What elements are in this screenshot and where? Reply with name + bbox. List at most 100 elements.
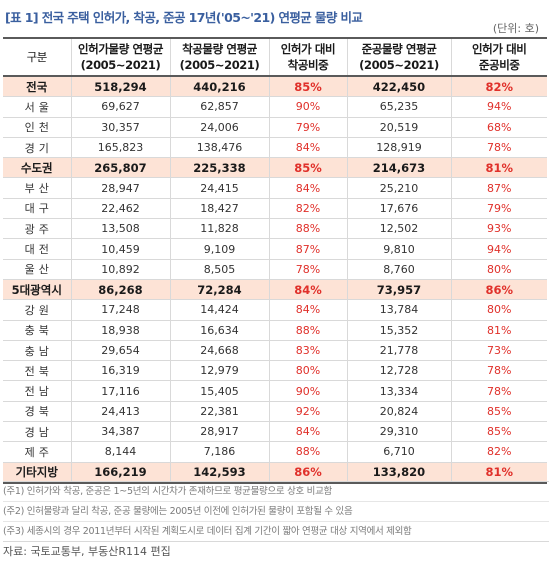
complete-ratio-cell: 78% bbox=[451, 137, 547, 159]
table-row: 부산 28,947 24,415 84% 25,210 87% bbox=[3, 177, 547, 199]
start-ratio-cell: 83% bbox=[269, 340, 348, 362]
table-row: 전남 17,116 15,405 90% 13,334 78% bbox=[3, 380, 547, 402]
region-cell: 서울 bbox=[3, 96, 72, 118]
region-cell: 전남 bbox=[3, 380, 72, 402]
table-row: 강원 17,248 14,424 84% 13,784 80% bbox=[3, 299, 547, 321]
start-ratio-cell: 88% bbox=[269, 441, 348, 463]
complete-ratio-cell: 94% bbox=[451, 96, 547, 118]
header-start-line2: (2005~2021) bbox=[179, 58, 260, 72]
complete-ratio-cell: 86% bbox=[451, 279, 547, 301]
start-cell: 7,186 bbox=[170, 441, 270, 463]
complete-cell: 422,450 bbox=[347, 76, 452, 98]
header-start: 착공물량 연평균 (2005~2021) bbox=[170, 37, 270, 77]
start-ratio-cell: 84% bbox=[269, 279, 348, 301]
complete-ratio-cell: 81% bbox=[451, 157, 547, 179]
region-cell: 5대광역시 bbox=[3, 279, 72, 301]
start-cell: 18,427 bbox=[170, 198, 270, 220]
header-start-ratio-line2: 착공비중 bbox=[287, 58, 329, 72]
permit-cell: 518,294 bbox=[71, 76, 171, 98]
start-cell: 62,857 bbox=[170, 96, 270, 118]
permit-cell: 69,627 bbox=[71, 96, 171, 118]
complete-cell: 15,352 bbox=[347, 320, 452, 341]
start-ratio-cell: 79% bbox=[269, 117, 348, 138]
table-row: 울산 10,892 8,505 78% 8,760 80% bbox=[3, 259, 547, 280]
header-permit: 인허가물량 연평균 (2005~2021) bbox=[71, 37, 171, 77]
header-start-ratio: 인허가 대비 착공비중 bbox=[269, 37, 348, 77]
permit-cell: 28,947 bbox=[71, 177, 171, 199]
start-ratio-cell: 84% bbox=[269, 421, 348, 443]
start-ratio-cell: 84% bbox=[269, 137, 348, 159]
header-category: 구분 bbox=[3, 37, 72, 77]
complete-cell: 65,235 bbox=[347, 96, 452, 118]
start-ratio-cell: 90% bbox=[269, 96, 348, 118]
start-cell: 22,381 bbox=[170, 401, 270, 423]
table-row: 인천 30,357 24,006 79% 20,519 68% bbox=[3, 117, 547, 138]
complete-ratio-cell: 87% bbox=[451, 177, 547, 199]
region-cell: 충남 bbox=[3, 340, 72, 362]
permit-cell: 8,144 bbox=[71, 441, 171, 463]
table-row-total: 5대광역시 86,268 72,284 84% 73,957 86% bbox=[3, 279, 547, 301]
permit-cell: 17,248 bbox=[71, 299, 171, 321]
complete-ratio-cell: 85% bbox=[451, 401, 547, 423]
start-ratio-cell: 85% bbox=[269, 157, 348, 179]
header-start-ratio-line1: 인허가 대비 bbox=[280, 42, 336, 56]
complete-cell: 73,957 bbox=[347, 279, 452, 301]
start-cell: 142,593 bbox=[170, 462, 270, 484]
start-ratio-cell: 92% bbox=[269, 401, 348, 423]
complete-ratio-cell: 81% bbox=[451, 320, 547, 341]
table-header-row: 구분 인허가물량 연평균 (2005~2021) 착공물량 연평균 (2005~… bbox=[3, 37, 547, 77]
region-cell: 대구 bbox=[3, 198, 72, 220]
start-ratio-cell: 90% bbox=[269, 380, 348, 402]
complete-ratio-cell: 81% bbox=[451, 462, 547, 484]
complete-ratio-cell: 82% bbox=[451, 76, 547, 98]
start-ratio-cell: 86% bbox=[269, 462, 348, 484]
table-row: 경남 34,387 28,917 84% 29,310 85% bbox=[3, 421, 547, 443]
header-permit-line1: 인허가물량 연평균 bbox=[77, 42, 164, 56]
unit-label: (단위: 호) bbox=[492, 22, 539, 35]
permit-cell: 29,654 bbox=[71, 340, 171, 362]
complete-cell: 6,710 bbox=[347, 441, 452, 463]
footnote-1: (주1) 인허가와 착공, 준공은 1~5년의 시간차가 존재하므로 평균물량으… bbox=[3, 481, 549, 501]
start-cell: 28,917 bbox=[170, 421, 270, 443]
complete-cell: 12,502 bbox=[347, 218, 452, 240]
start-cell: 11,828 bbox=[170, 218, 270, 240]
header-complete-ratio-line1: 인허가 대비 bbox=[471, 42, 527, 56]
complete-cell: 13,334 bbox=[347, 380, 452, 402]
start-cell: 440,216 bbox=[170, 76, 270, 98]
header-complete-ratio-line2: 준공비중 bbox=[478, 58, 520, 72]
region-cell: 수도권 bbox=[3, 157, 72, 179]
complete-ratio-cell: 73% bbox=[451, 340, 547, 362]
header-permit-line2: (2005~2021) bbox=[80, 58, 161, 72]
complete-ratio-cell: 80% bbox=[451, 299, 547, 321]
start-ratio-cell: 82% bbox=[269, 198, 348, 220]
start-cell: 9,109 bbox=[170, 238, 270, 260]
table-row: 광주 13,508 11,828 88% 12,502 93% bbox=[3, 218, 547, 240]
complete-ratio-cell: 78% bbox=[451, 360, 547, 382]
permit-cell: 13,508 bbox=[71, 218, 171, 240]
permit-cell: 24,413 bbox=[71, 401, 171, 423]
footnote-3: (주3) 세종시의 경우 2011년부터 시작된 계획도시로 데이터 집계 기간… bbox=[3, 521, 549, 541]
start-ratio-cell: 80% bbox=[269, 360, 348, 382]
start-ratio-cell: 88% bbox=[269, 320, 348, 341]
complete-ratio-cell: 78% bbox=[451, 380, 547, 402]
complete-ratio-cell: 94% bbox=[451, 238, 547, 260]
start-cell: 225,338 bbox=[170, 157, 270, 179]
region-cell: 제주 bbox=[3, 441, 72, 463]
region-cell: 울산 bbox=[3, 259, 72, 280]
complete-cell: 25,210 bbox=[347, 177, 452, 199]
table-row-total: 기타지방 166,219 142,593 86% 133,820 81% bbox=[3, 462, 547, 484]
region-cell: 경기 bbox=[3, 137, 72, 159]
complete-cell: 8,760 bbox=[347, 259, 452, 280]
complete-cell: 20,519 bbox=[347, 117, 452, 138]
header-complete-line2: (2005~2021) bbox=[359, 58, 439, 72]
complete-ratio-cell: 80% bbox=[451, 259, 547, 280]
complete-ratio-cell: 68% bbox=[451, 117, 547, 138]
table-row-total: 전국 518,294 440,216 85% 422,450 82% bbox=[3, 76, 547, 98]
start-cell: 24,415 bbox=[170, 177, 270, 199]
table-body: 전국 518,294 440,216 85% 422,450 82% 서울 69,627 62,… bbox=[3, 76, 547, 484]
source-note: 자료: 국토교통부, 부동산R114 편집 bbox=[3, 541, 549, 562]
start-cell: 8,505 bbox=[170, 259, 270, 280]
permit-cell: 18,938 bbox=[71, 320, 171, 341]
complete-cell: 214,673 bbox=[347, 157, 452, 179]
start-ratio-cell: 84% bbox=[269, 177, 348, 199]
